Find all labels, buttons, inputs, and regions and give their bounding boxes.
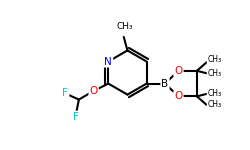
Text: CH₃: CH₃ [207,55,221,64]
Text: CH₃: CH₃ [117,22,133,31]
Text: CH₃: CH₃ [207,100,221,109]
Text: B: B [162,79,168,89]
Text: F: F [74,112,79,122]
Text: F: F [62,88,68,98]
Text: O: O [174,66,182,76]
Text: N: N [104,57,112,66]
Text: CH₃: CH₃ [207,89,221,98]
Text: CH₃: CH₃ [207,69,221,78]
Text: O: O [174,91,182,101]
Text: O: O [90,86,98,96]
